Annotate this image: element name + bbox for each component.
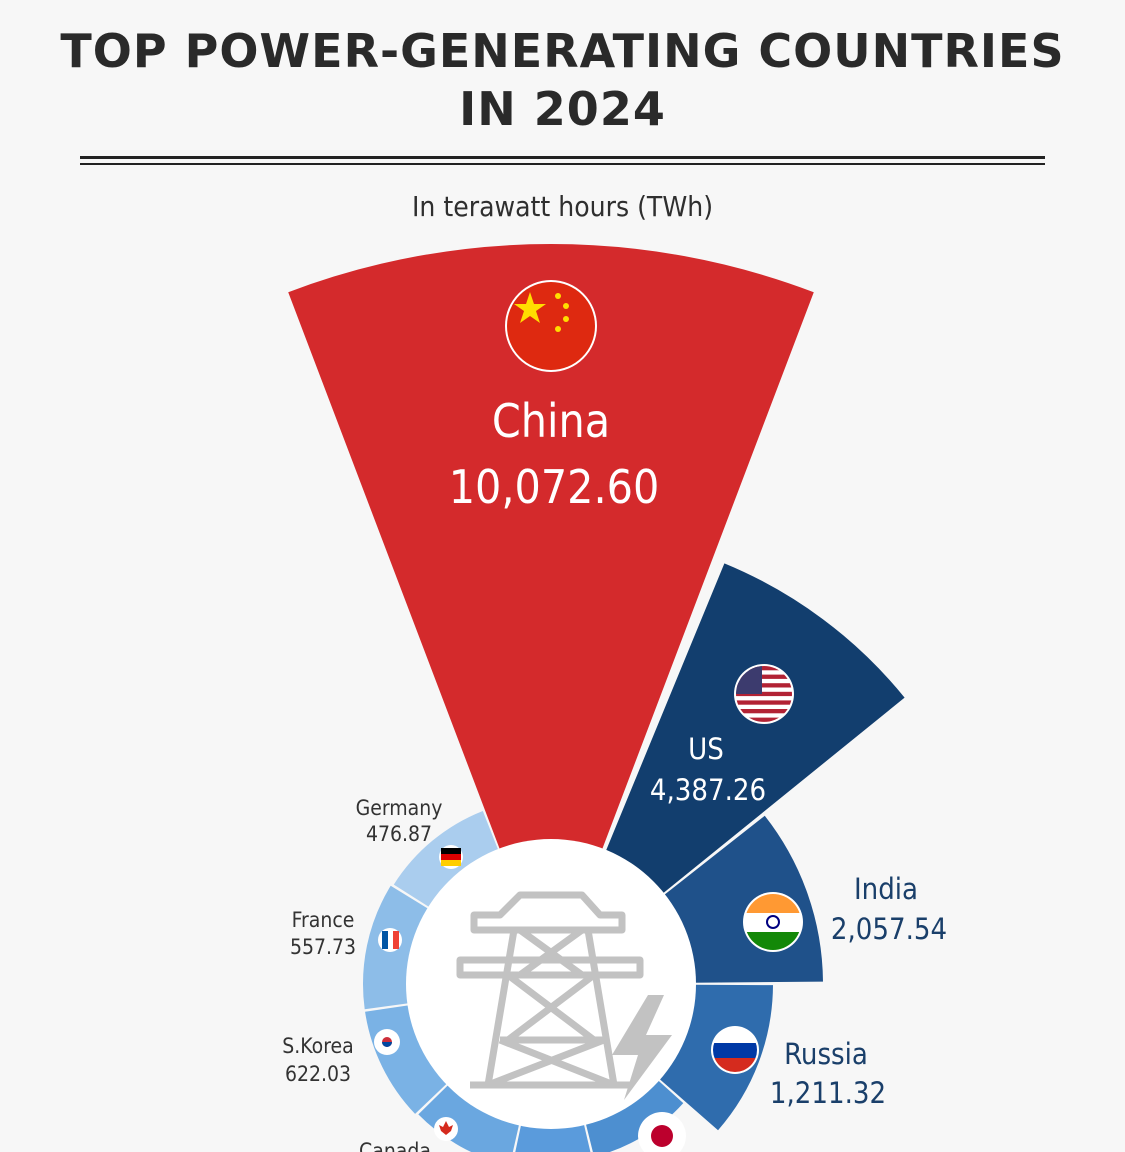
label-germany-name: Germany xyxy=(356,796,443,820)
label-us-name: US xyxy=(688,732,724,766)
label-russia-value: 1,211.32 xyxy=(770,1076,886,1110)
label-china-value: 10,072.60 xyxy=(449,460,660,514)
title-line-2: IN 2024 xyxy=(459,82,666,136)
title-divider-bottom xyxy=(80,163,1045,165)
india-flag-icon xyxy=(743,892,803,952)
label-china-name: China xyxy=(492,394,610,448)
chart-subtitle: In terawatt hours (TWh) xyxy=(411,190,714,223)
lightning-bolt-icon xyxy=(612,995,672,1100)
label-skorea-value: 622.03 xyxy=(285,1062,351,1086)
canada-flag-icon xyxy=(434,1117,458,1141)
sector-unlabeled-4 xyxy=(584,1077,684,1152)
title-divider-top xyxy=(80,156,1045,159)
sector-china xyxy=(288,244,814,854)
russia-flag-icon xyxy=(711,1026,759,1074)
label-canada-name: Canada xyxy=(359,1139,431,1152)
label-germany-value: 476.87 xyxy=(366,822,432,846)
title-line-1: TOP POWER-GENERATING COUNTRIES xyxy=(60,24,1065,78)
transmission-tower-icon xyxy=(456,891,644,1089)
sector-unlabeled-5 xyxy=(515,1120,591,1152)
germany-flag-icon xyxy=(439,845,463,869)
china-flag-icon xyxy=(505,280,597,372)
label-france-value: 557.73 xyxy=(290,935,356,959)
sector-us xyxy=(604,563,905,896)
label-india-value: 2,057.54 xyxy=(831,912,947,946)
label-india-name: India xyxy=(854,872,918,906)
us-flag-icon xyxy=(734,664,794,724)
south-korea-flag-icon xyxy=(374,1029,400,1055)
chart-title: TOP POWER-GENERATING COUNTRIES IN 2024 xyxy=(0,22,1125,138)
japan-flag-icon xyxy=(638,1112,686,1152)
label-skorea-name: S.Korea xyxy=(282,1034,353,1058)
label-us-value: 4,387.26 xyxy=(650,773,766,807)
label-france-name: France xyxy=(292,908,355,932)
france-flag-icon xyxy=(378,928,402,952)
label-russia-name: Russia xyxy=(784,1037,868,1071)
